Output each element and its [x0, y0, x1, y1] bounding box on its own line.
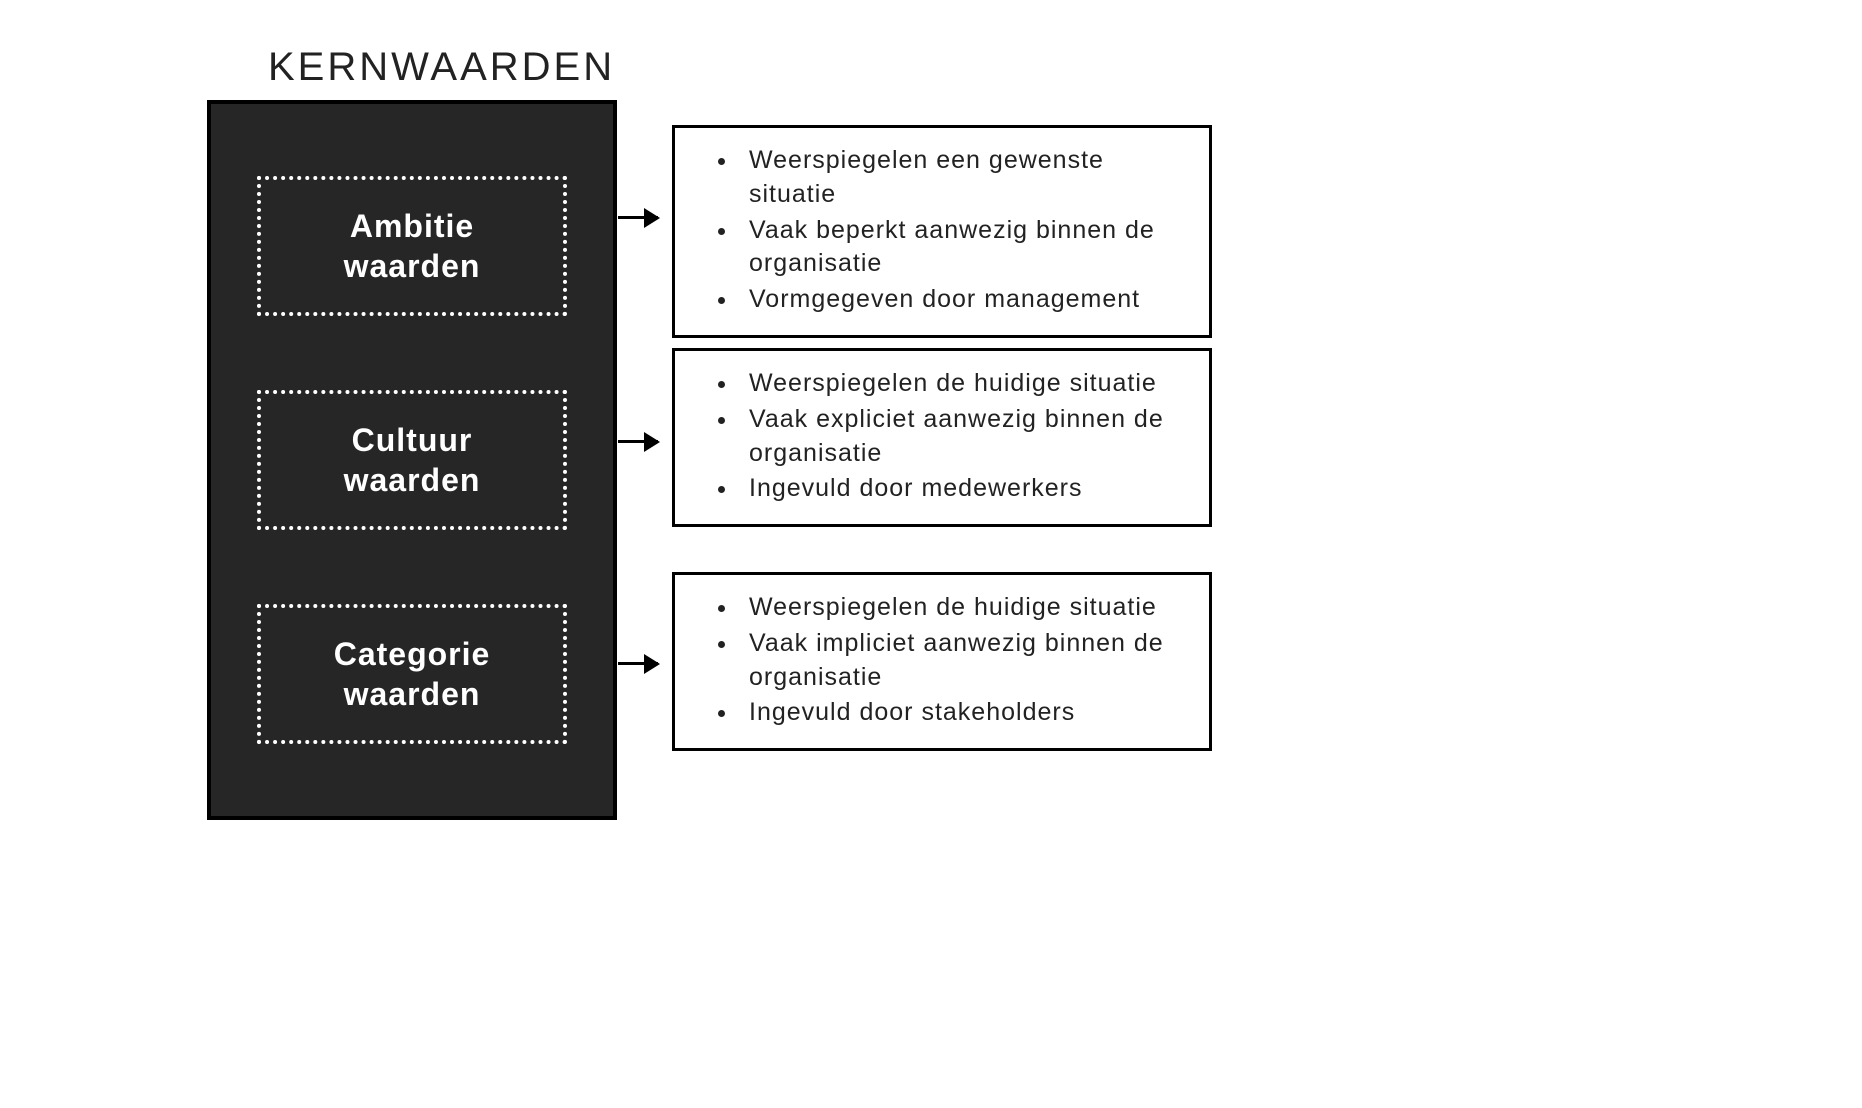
- bullet-item: Vaak beperkt aanwezig binnen de organisa…: [739, 214, 1189, 282]
- bullet-item: Vormgegeven door management: [739, 283, 1189, 317]
- bullet-item: Weerspiegelen de huidige situatie: [739, 591, 1189, 625]
- diagram-heading: KERNWAARDEN: [268, 45, 615, 90]
- arrow-icon: [618, 440, 658, 443]
- arrow-icon: [618, 216, 658, 219]
- bullet-item: Ingevuld door stakeholders: [739, 696, 1189, 730]
- value-line: waarden: [344, 460, 481, 500]
- description-box-categorie: Weerspiegelen de huidige situatie Vaak i…: [672, 572, 1212, 751]
- bullet-item: Vaak expliciet aanwezig binnen de organi…: [739, 403, 1189, 471]
- value-line: Cultuur: [352, 420, 473, 460]
- arrow-icon: [618, 662, 658, 665]
- kernwaarden-panel: Ambitie waarden Cultuur waarden Categori…: [207, 100, 617, 820]
- bullet-item: Vaak impliciet aanwezig binnen de organi…: [739, 627, 1189, 695]
- bullet-item: Ingevuld door medewerkers: [739, 472, 1189, 506]
- description-box-ambitie: Weerspiegelen een gewenste situatie Vaak…: [672, 125, 1212, 338]
- description-box-cultuur: Weerspiegelen de huidige situatie Vaak e…: [672, 348, 1212, 527]
- value-box-cultuur: Cultuur waarden: [257, 390, 567, 530]
- value-line: waarden: [344, 246, 481, 286]
- bullet-item: Weerspiegelen de huidige situatie: [739, 367, 1189, 401]
- bullet-list: Weerspiegelen de huidige situatie Vaak e…: [699, 367, 1189, 506]
- value-box-ambitie: Ambitie waarden: [257, 176, 567, 316]
- bullet-item: Weerspiegelen een gewenste situatie: [739, 144, 1189, 212]
- value-line: Ambitie: [350, 206, 474, 246]
- bullet-list: Weerspiegelen de huidige situatie Vaak i…: [699, 591, 1189, 730]
- bullet-list: Weerspiegelen een gewenste situatie Vaak…: [699, 144, 1189, 317]
- value-line: waarden: [344, 674, 481, 714]
- value-line: Categorie: [334, 634, 491, 674]
- value-box-categorie: Categorie waarden: [257, 604, 567, 744]
